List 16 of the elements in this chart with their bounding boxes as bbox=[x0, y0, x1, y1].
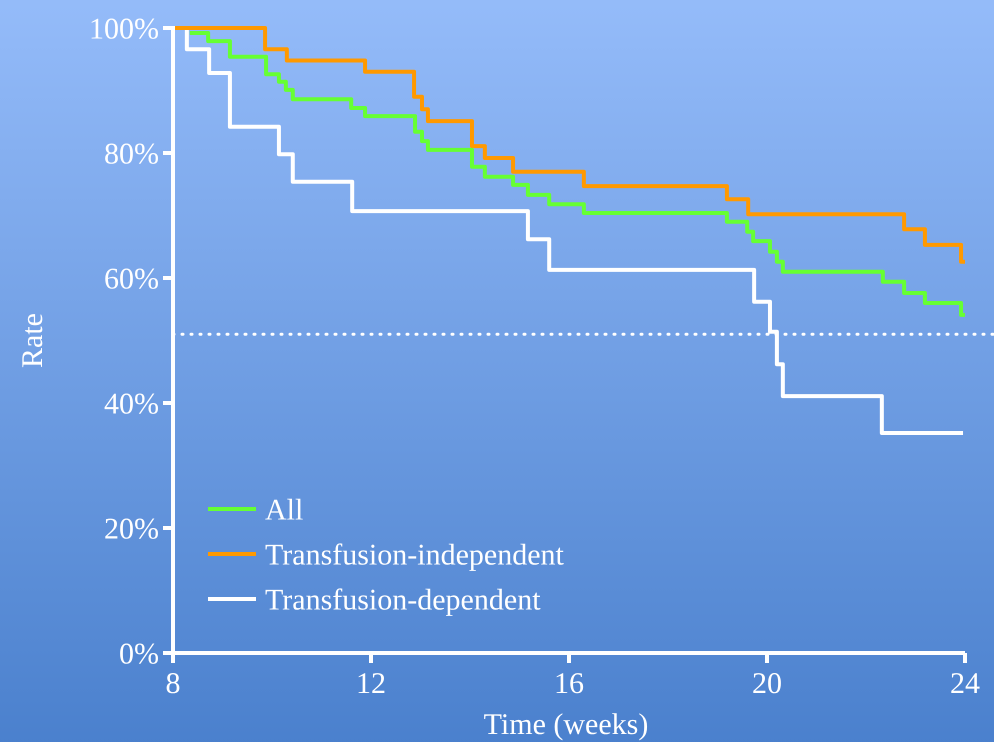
y-tick-label: 60% bbox=[104, 262, 159, 296]
x-axis-title: Time (weeks) bbox=[484, 708, 648, 741]
legend-label: Transfusion-dependent bbox=[265, 584, 542, 616]
x-tick-label: 24 bbox=[950, 667, 980, 700]
x-tick-label: 16 bbox=[554, 667, 584, 700]
y-tick-label: 40% bbox=[104, 388, 159, 420]
y-tick-label: 20% bbox=[104, 512, 159, 546]
y-tick-label: 80% bbox=[104, 138, 159, 170]
x-tick-label: 8 bbox=[166, 667, 180, 700]
legend-label: All bbox=[265, 494, 304, 526]
y-tick-label: 100% bbox=[89, 12, 159, 46]
y-axis-title: Rate bbox=[16, 313, 49, 368]
x-tick-label: 20 bbox=[752, 667, 782, 700]
x-tick-label: 12 bbox=[356, 667, 386, 700]
y-tick-label: 0% bbox=[119, 638, 159, 670]
legend-label: Transfusion-independent bbox=[265, 538, 565, 572]
